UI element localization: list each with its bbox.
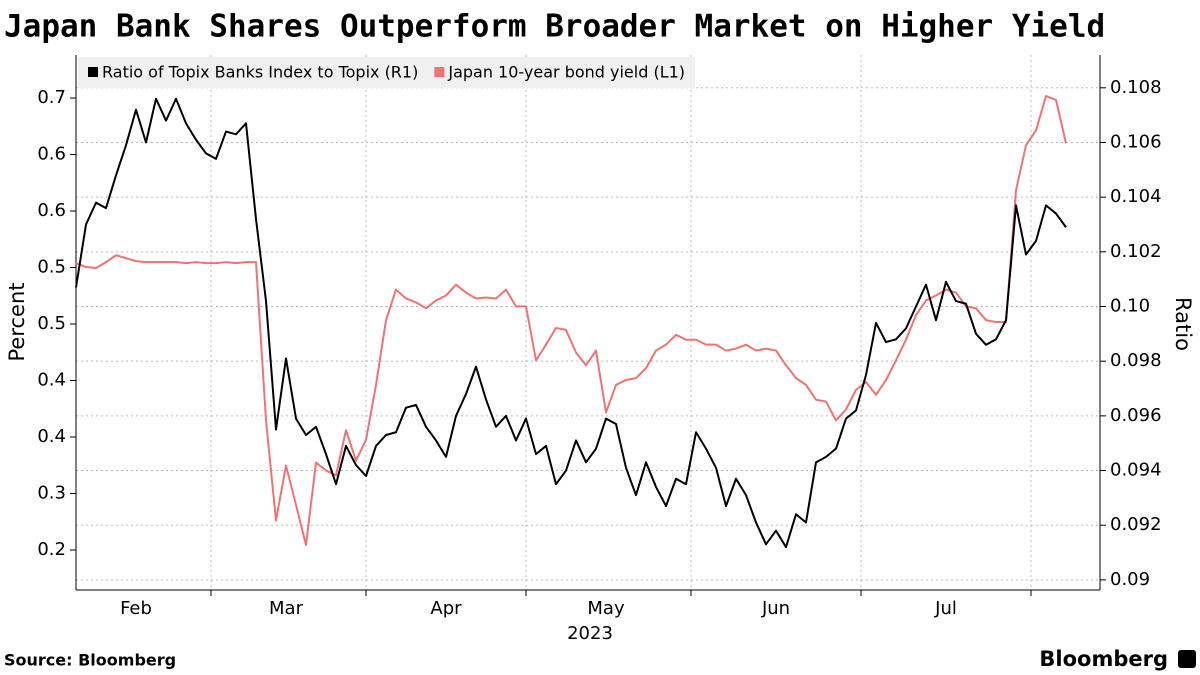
y-tick-label: 0.4: [37, 370, 66, 391]
y2-tick-label: 0.09: [1110, 569, 1150, 590]
legend-swatch: [434, 67, 445, 77]
y2-tick-label: 0.108: [1110, 77, 1162, 98]
y2-tick-label: 0.10: [1110, 296, 1150, 317]
y2-tick-label: 0.098: [1110, 350, 1162, 371]
y-tick-label: 0.5: [37, 313, 66, 334]
y-tick-label: 0.6: [37, 200, 66, 221]
x-tick-label: Feb: [120, 598, 152, 619]
x-axis-label: 2023: [567, 623, 613, 644]
legend-label: Japan 10-year bond yield (L1): [447, 63, 685, 82]
x-tick-label: Apr: [430, 598, 462, 619]
brand-icon: [1178, 650, 1196, 668]
brand: Bloomberg: [1039, 647, 1168, 671]
y2-tick-label: 0.092: [1110, 514, 1162, 535]
chart-title: Japan Bank Shares Outperform Broader Mar…: [4, 9, 1105, 45]
legend-box: [78, 57, 696, 88]
y-tick-label: 0.7: [37, 87, 66, 108]
y2-tick-label: 0.104: [1110, 186, 1162, 207]
source: Source: Bloomberg: [4, 651, 176, 670]
series-line: [75, 95, 1067, 547]
y-tick-label: 0.3: [37, 483, 66, 504]
x-tick-label: Jun: [761, 598, 790, 619]
y-tick-label: 0.2: [37, 539, 66, 560]
y2-tick-label: 0.094: [1110, 460, 1162, 481]
y-tick-label: 0.6: [37, 144, 66, 165]
legend-swatch: [88, 67, 98, 77]
legend-label: Ratio of Topix Banks Index to Topix (R1): [102, 63, 418, 82]
x-tick-label: Mar: [269, 598, 304, 619]
y2-tick-label: 0.102: [1110, 241, 1162, 262]
y2-tick-label: 0.096: [1110, 405, 1162, 426]
series-line: [75, 97, 1067, 549]
x-tick-label: Jul: [934, 598, 957, 619]
y-tick-label: 0.5: [37, 257, 66, 278]
x-tick-label: May: [587, 598, 625, 619]
y-axis-label: Percent: [5, 282, 29, 361]
y2-axis-label: Ratio: [1171, 297, 1195, 351]
legend: Ratio of Topix Banks Index to Topix (R1)…: [78, 57, 696, 88]
y-tick-label: 0.4: [37, 426, 66, 447]
y2-tick-label: 0.106: [1110, 131, 1162, 152]
